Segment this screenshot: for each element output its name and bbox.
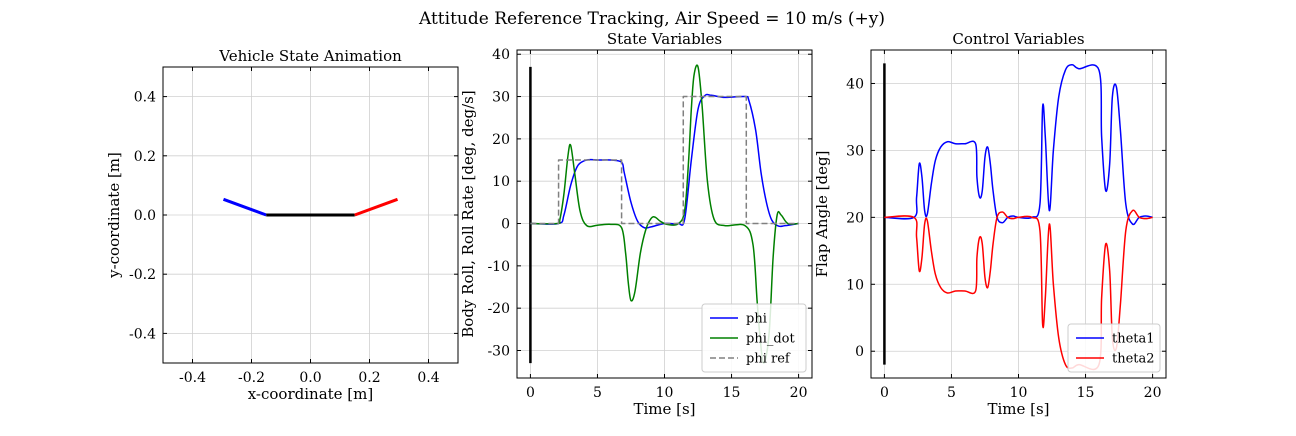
x-tick-label: 20 — [790, 385, 808, 401]
x-tick-label: 10 — [1010, 385, 1028, 401]
plot-data — [222, 197, 399, 217]
plot-data — [529, 64, 799, 364]
legend-label: phi ref — [746, 352, 791, 367]
x-tick-label: 10 — [656, 385, 674, 401]
y-tick-label: 20 — [492, 132, 510, 148]
plot-1: -0.4 -0.2 0.0 0.2 0.4 -0.4 -0.2 0.0 0.2 0.4 Vehicl… — [105, 47, 459, 403]
x-tick-label: 15 — [1077, 385, 1095, 401]
x-tick-label: 0.4 — [417, 370, 439, 386]
y-tick-label: 0 — [501, 217, 510, 233]
legend: theta1 theta2 — [1067, 323, 1161, 373]
x-axis-label: x-coordinate [m] — [248, 385, 374, 403]
x-tick-label: 0.2 — [358, 370, 380, 386]
x-tick-label: 0 — [526, 385, 535, 401]
x-tick-label: 5 — [593, 385, 602, 401]
legend-label: theta2 — [1112, 352, 1155, 367]
plot-title: Vehicle State Animation — [218, 47, 402, 65]
y-axis-label: Flap Angle [deg] — [813, 151, 831, 278]
y-tick-label: 20 — [846, 210, 864, 226]
y-tick-label: 0.4 — [134, 90, 156, 106]
y-tick-label: 0.0 — [134, 208, 156, 224]
y-tick-label: 40 — [846, 76, 864, 92]
x-tick-label: 0.0 — [299, 370, 321, 386]
x-tick-label: 5 — [947, 385, 956, 401]
y-tick-label: 0.2 — [134, 149, 156, 165]
legend-box — [701, 303, 807, 373]
y-tick-label: -0.4 — [129, 326, 156, 342]
figure-suptitle: Attitude Reference Tracking, Air Speed =… — [418, 9, 885, 29]
series-line-theta2 — [884, 209, 1153, 371]
series-line-phi-ref — [530, 95, 799, 225]
legend-label: phi — [746, 312, 767, 327]
y-tick-label: -30 — [487, 343, 510, 359]
legend-box — [1067, 323, 1161, 373]
legend-label: phi_dot — [746, 332, 796, 347]
plot-title: Control Variables — [952, 30, 1084, 48]
y-tick-label: -10 — [487, 259, 510, 275]
y-tick-label: 30 — [846, 143, 864, 159]
y-tick-label: 10 — [846, 277, 864, 293]
plots-group: -0.4 -0.2 0.0 0.2 0.4 -0.4 -0.2 0.0 0.2 0.4 Vehicl… — [105, 30, 1167, 418]
y-tick-label: 10 — [492, 174, 510, 190]
legend-label: theta1 — [1112, 332, 1155, 347]
x-tick-label: -0.2 — [238, 370, 265, 386]
plot-title: State Variables — [607, 30, 722, 48]
y-tick-label: 40 — [492, 47, 510, 63]
y-axis-label: Body Roll, Roll Rate [deg, deg/s] — [459, 90, 477, 337]
y-tick-label: -0.2 — [129, 267, 156, 283]
x-tick-label: 20 — [1144, 385, 1162, 401]
x-tick-label: 15 — [723, 385, 741, 401]
x-tick-label: -0.4 — [179, 370, 206, 386]
y-tick-label: -20 — [487, 301, 510, 317]
x-axis-label: Time [s] — [633, 400, 695, 418]
y-tick-label: 30 — [492, 90, 510, 106]
plot-2: 0 5 10 15 20 -30 -20 -10 0 10 20 30 40 State Variable… — [459, 30, 813, 418]
y-axis-label: y-coordinate [m] — [105, 152, 123, 279]
plot-3: 0 5 10 15 20 0 10 20 30 40 Control Variables Time [… — [813, 30, 1167, 418]
plot-data — [883, 63, 1153, 371]
vehicle-segment-blue — [222, 197, 267, 217]
vehicle-segment-red — [354, 197, 399, 217]
x-axis-label: Time [s] — [987, 400, 1049, 418]
y-tick-label: 0 — [855, 344, 864, 360]
series-line-theta1 — [884, 63, 1153, 226]
x-tick-label: 0 — [880, 385, 889, 401]
